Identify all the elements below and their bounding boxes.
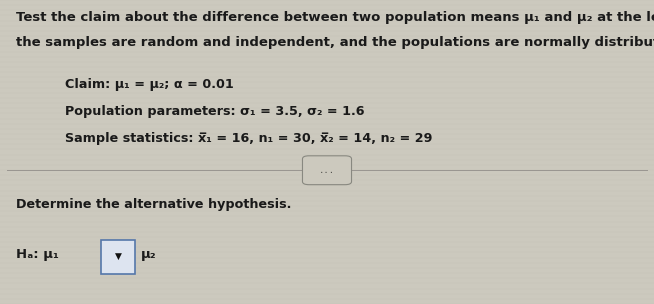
Text: Sample statistics: x̅₁ = 16, n₁ = 30, x̅₂ = 14, n₂ = 29: Sample statistics: x̅₁ = 16, n₁ = 30, x̅… <box>65 132 433 145</box>
Text: μ₂: μ₂ <box>141 248 156 261</box>
Text: Population parameters: σ₁ = 3.5, σ₂ = 1.6: Population parameters: σ₁ = 3.5, σ₂ = 1.… <box>65 105 365 118</box>
Text: Determine the alternative hypothesis.: Determine the alternative hypothesis. <box>16 198 292 211</box>
Text: ...: ... <box>319 166 335 175</box>
Text: Claim: μ₁ = μ₂; α = 0.01: Claim: μ₁ = μ₂; α = 0.01 <box>65 78 234 91</box>
Text: Hₐ: μ₁: Hₐ: μ₁ <box>16 248 60 261</box>
FancyBboxPatch shape <box>302 156 352 185</box>
Text: the samples are random and independent, and the populations are normally distrib: the samples are random and independent, … <box>16 36 654 50</box>
FancyBboxPatch shape <box>101 240 135 274</box>
Text: Test the claim about the difference between two population means μ₁ and μ₂ at th: Test the claim about the difference betw… <box>16 11 654 24</box>
Text: ▼: ▼ <box>115 252 122 261</box>
